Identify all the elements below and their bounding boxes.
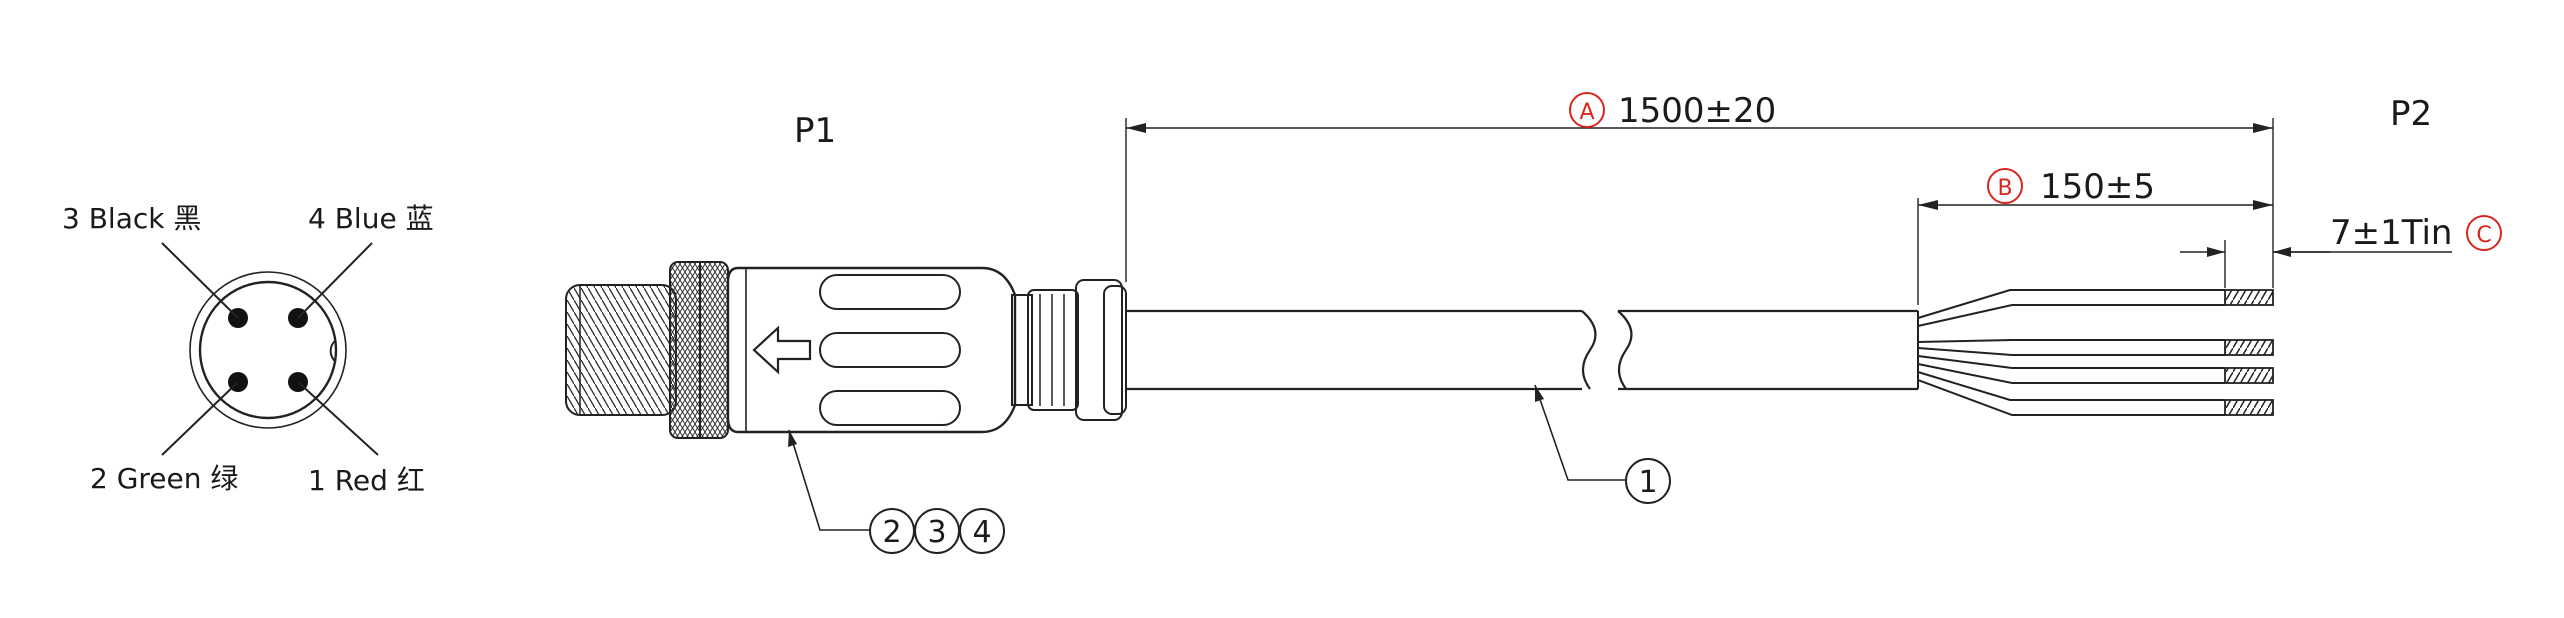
callout-cable: 1 bbox=[1534, 384, 1671, 504]
m12-connector bbox=[565, 261, 1127, 439]
p1-label: P1 bbox=[794, 111, 836, 151]
dimension-b-marker bbox=[1987, 168, 2023, 204]
dimension-a: A 1500±20 bbox=[1125, 91, 2274, 288]
tinned-tip bbox=[2224, 399, 2274, 416]
dimension-b-letter: B bbox=[1997, 176, 2012, 201]
arrow-left-icon bbox=[752, 325, 812, 375]
callout-connector: 2 3 4 bbox=[788, 429, 1005, 554]
dimension-b: B 150±5 bbox=[1917, 167, 2273, 305]
stripped-wires bbox=[1917, 289, 2274, 416]
tinned-tip bbox=[2224, 289, 2274, 306]
pinout-face-view: 3 Black 黑 4 Blue 蓝 2 Green 绿 1 Red 红 bbox=[62, 202, 434, 497]
tinned-tip bbox=[2224, 367, 2274, 384]
tinned-tip bbox=[2224, 339, 2274, 356]
callout-4-number: 4 bbox=[972, 515, 991, 550]
pin-3-label: 3 Black 黑 bbox=[62, 202, 201, 235]
dimension-c: 7±1Tin C bbox=[2180, 213, 2502, 288]
cable-jacket bbox=[1126, 309, 1919, 391]
callout-1-number: 1 bbox=[1638, 465, 1657, 500]
pin-4-label: 4 Blue 蓝 bbox=[308, 202, 434, 235]
p2-label: P2 bbox=[2390, 94, 2432, 134]
dimension-c-value: 7±1Tin bbox=[2330, 213, 2452, 253]
callout-2-number: 2 bbox=[882, 515, 901, 550]
callout-3-number: 3 bbox=[927, 515, 946, 550]
dimension-a-marker bbox=[1569, 92, 1605, 128]
dimension-a-letter: A bbox=[1579, 100, 1594, 125]
pin-2-label: 2 Green 绿 bbox=[90, 462, 238, 495]
dimension-a-value: 1500±20 bbox=[1618, 91, 1776, 131]
dimension-b-value: 150±5 bbox=[2040, 167, 2155, 207]
dimension-c-marker bbox=[2466, 215, 2502, 251]
dimension-c-letter: C bbox=[2476, 223, 2491, 248]
pin-1-label: 1 Red 红 bbox=[308, 464, 425, 497]
